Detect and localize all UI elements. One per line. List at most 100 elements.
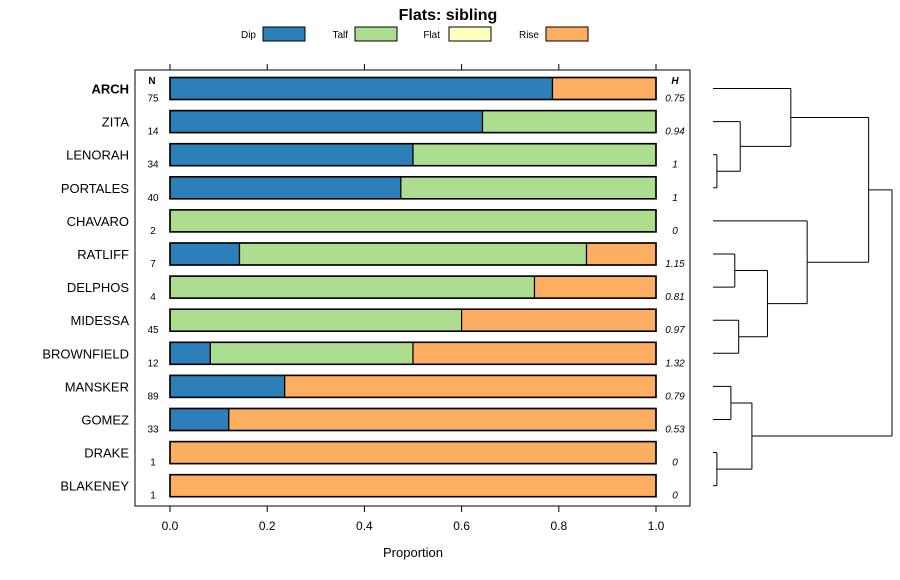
bar-segment-lenorah-dip xyxy=(169,143,414,167)
bar-outline-gomez xyxy=(169,407,657,432)
bar-segment-midessa-talf xyxy=(169,308,463,332)
row-label-brownfield: BROWNFIELD xyxy=(42,346,129,361)
bar-segment-ratliff-rise xyxy=(585,242,657,266)
bar-segment-mansker-dip xyxy=(169,374,286,398)
n-column-header: N xyxy=(148,76,155,87)
row-label-midessa: MIDESSA xyxy=(70,313,129,328)
n-value-delphos: 4 xyxy=(150,292,156,303)
bar-outline-brownfield xyxy=(169,341,657,366)
bar-segment-delphos-rise xyxy=(533,275,657,299)
legend-swatch-flat xyxy=(448,26,492,42)
h-value-blakeney: 0 xyxy=(672,491,678,502)
n-value-portales: 40 xyxy=(147,193,159,204)
bar-outline-mansker xyxy=(169,374,657,399)
h-value-arch: 0.75 xyxy=(665,94,685,105)
bar-segment-arch-rise xyxy=(551,76,657,101)
bar-segment-drake-rise xyxy=(169,441,657,465)
n-value-blakeney: 1 xyxy=(150,491,156,502)
bar-segment-blakeney-rise xyxy=(169,474,657,498)
bar-outline-zita xyxy=(169,109,657,134)
bar-segment-delphos-talf xyxy=(169,275,536,299)
row-label-chavaro: CHAVARO xyxy=(67,214,129,229)
bar-outline-delphos xyxy=(169,275,657,299)
h-value-ratliff: 1.15 xyxy=(665,259,685,270)
n-value-zita: 14 xyxy=(147,127,159,138)
row-label-delphos: DELPHOS xyxy=(67,280,129,295)
n-value-mansker: 89 xyxy=(147,391,159,402)
x-tick-label: 0.8 xyxy=(550,519,567,533)
bar-segment-portales-dip xyxy=(169,176,402,200)
legend-label-talf: Talf xyxy=(332,30,348,41)
x-tick-label: 0.4 xyxy=(356,519,373,533)
bar-segment-chavaro-talf xyxy=(169,209,657,233)
bar-segment-mansker-rise xyxy=(284,374,657,398)
legend-swatch-talf xyxy=(354,26,398,42)
row-label-zita: ZITA xyxy=(102,115,130,130)
row-label-gomez: GOMEZ xyxy=(81,413,129,428)
bar-segment-ratliff-talf xyxy=(238,242,588,266)
n-value-midessa: 45 xyxy=(147,325,159,336)
h-value-gomez: 0.53 xyxy=(665,425,685,436)
h-value-delphos: 0.81 xyxy=(665,292,684,303)
h-value-lenorah: 1 xyxy=(672,160,678,171)
chart-title: Flats: sibling xyxy=(399,7,498,24)
bar-outline-midessa xyxy=(169,308,657,333)
legend-label-dip: Dip xyxy=(241,30,256,41)
legend-label-flat: Flat xyxy=(423,30,440,41)
bar-segment-midessa-rise xyxy=(461,308,657,332)
legend-swatch-rise xyxy=(545,26,589,42)
row-label-arch: ARCH xyxy=(91,82,129,97)
bar-segment-gomez-dip xyxy=(169,407,230,432)
h-value-portales: 1 xyxy=(672,193,678,204)
bar-segment-portales-talf xyxy=(400,176,657,200)
n-value-ratliff: 7 xyxy=(150,259,156,270)
bar-segment-zita-talf xyxy=(481,109,657,134)
x-tick-label: 1.0 xyxy=(648,519,665,533)
bar-outline-ratliff xyxy=(169,242,657,266)
bar-outline-blakeney xyxy=(169,473,657,498)
x-tick-label: 0.2 xyxy=(259,519,276,533)
legend-swatch-dip xyxy=(262,26,306,42)
n-value-drake: 1 xyxy=(150,458,156,469)
plot-frame xyxy=(134,69,691,507)
h-value-chavaro: 0 xyxy=(672,226,678,237)
x-tick-label: 0.6 xyxy=(453,519,470,533)
n-value-arch: 75 xyxy=(147,94,159,105)
bar-segment-arch-dip xyxy=(169,76,554,101)
bar-segment-ratliff-dip xyxy=(169,242,241,266)
bar-segment-brownfield-rise xyxy=(412,341,657,365)
bar-outline-lenorah xyxy=(169,142,657,167)
bar-segment-gomez-rise xyxy=(228,407,657,432)
bar-segment-zita-dip xyxy=(169,109,484,134)
row-label-mansker: MANSKER xyxy=(65,379,129,394)
h-value-zita: 0.94 xyxy=(665,127,685,138)
legend-label-rise: Rise xyxy=(519,30,539,41)
n-value-brownfield: 12 xyxy=(147,358,159,369)
row-label-drake: DRAKE xyxy=(84,446,129,461)
bar-segment-lenorah-talf xyxy=(412,143,657,167)
bar-segment-brownfield-dip xyxy=(169,341,211,365)
h-value-midessa: 0.97 xyxy=(665,325,685,336)
h-value-brownfield: 1.32 xyxy=(665,358,685,369)
x-axis: 0.0 0.2 0.4 0.6 0.8 1.0 xyxy=(162,64,665,533)
h-value-mansker: 0.79 xyxy=(665,391,685,402)
h-value-drake: 0 xyxy=(672,458,678,469)
row-label-portales: PORTALES xyxy=(61,181,129,196)
row-label-blakeney: BLAKENEY xyxy=(60,479,129,494)
bar-outline-arch xyxy=(169,76,657,101)
row-label-lenorah: LENORAH xyxy=(66,148,129,163)
bar-segment-brownfield-talf xyxy=(209,341,414,365)
h-column-header: H xyxy=(671,76,679,87)
bar-outline-drake xyxy=(169,440,657,465)
row-label-ratliff: RATLIFF xyxy=(77,247,129,262)
bar-outline-chavaro xyxy=(169,209,657,233)
legend: Dip Talf Flat Rise xyxy=(241,26,589,42)
n-value-gomez: 33 xyxy=(147,425,159,436)
x-tick-label: 0.0 xyxy=(162,519,179,533)
bar-outline-portales xyxy=(169,176,657,200)
x-axis-title: Proportion xyxy=(383,545,443,560)
dendrogram xyxy=(713,88,893,487)
n-value-lenorah: 34 xyxy=(147,160,159,171)
